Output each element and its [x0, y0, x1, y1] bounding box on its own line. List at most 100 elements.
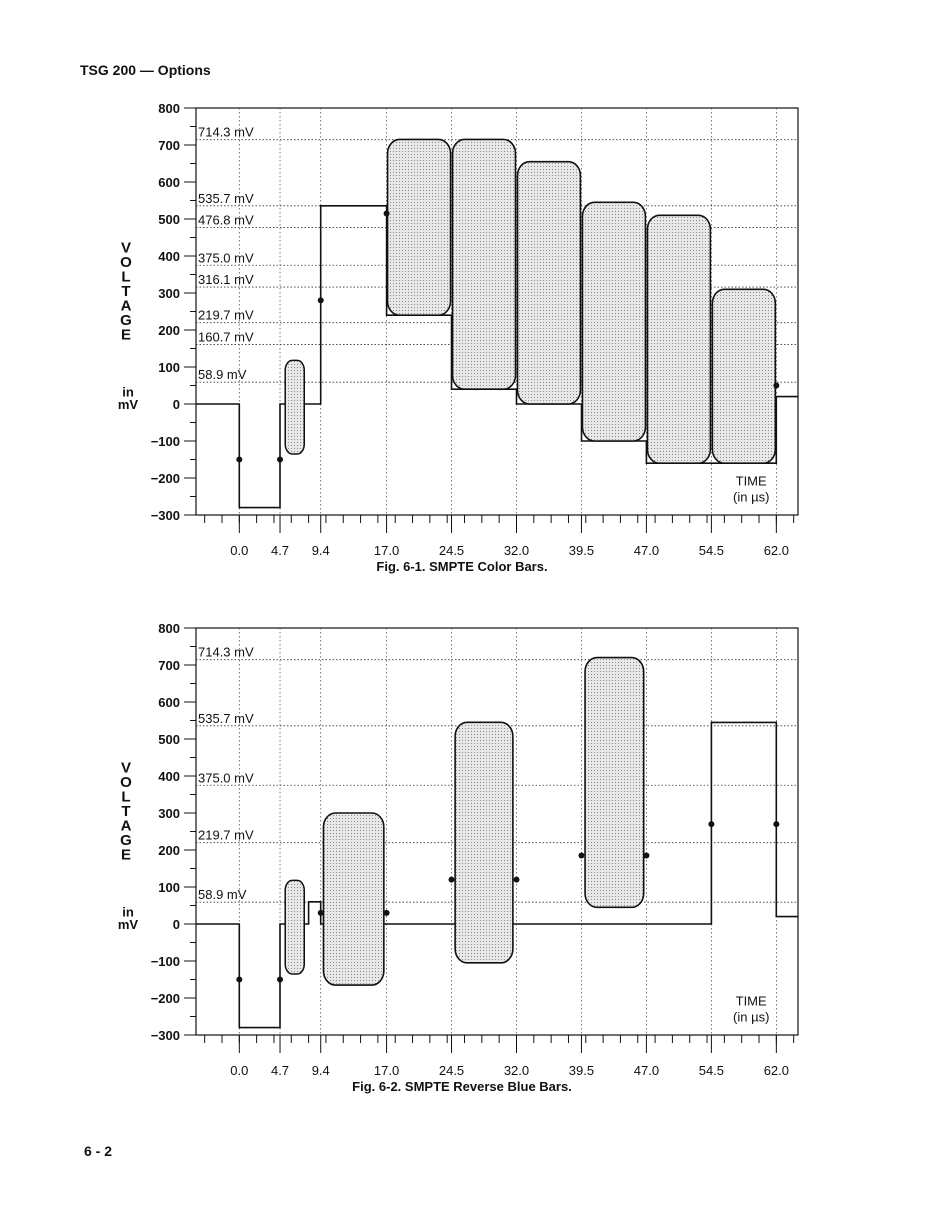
- reference-label: 535.7 mV: [198, 191, 254, 206]
- chroma-packet: [711, 288, 777, 464]
- x-tick-label: 54.5: [699, 1063, 724, 1078]
- time-unit-label: (in µs): [733, 489, 769, 504]
- y-tick-label: 800: [158, 101, 180, 116]
- reference-label: 160.7 mV: [198, 330, 254, 345]
- reference-label: 316.1 mV: [198, 272, 254, 287]
- y-tick-label: 300: [158, 806, 180, 821]
- y-tick-label: 0: [173, 397, 180, 412]
- chroma-packet: [322, 812, 385, 986]
- measure-point: [773, 821, 780, 828]
- y-tick-label: −300: [151, 508, 180, 523]
- measure-point: [277, 456, 284, 463]
- x-tick-label: 47.0: [634, 1063, 659, 1078]
- y-tick-label: 700: [158, 138, 180, 153]
- measure-point: [708, 821, 715, 828]
- x-tick-label: 54.5: [699, 543, 724, 558]
- page-header: TSG 200 — Options: [80, 62, 211, 78]
- y-axis-letter: G: [120, 832, 132, 849]
- x-tick-label: 9.4: [312, 1063, 330, 1078]
- measure-point: [513, 876, 520, 883]
- x-tick-label: 62.0: [764, 1063, 789, 1078]
- measure-point: [317, 297, 324, 304]
- y-tick-label: 300: [158, 286, 180, 301]
- y-tick-label: 100: [158, 880, 180, 895]
- y-tick-label: 0: [173, 917, 180, 932]
- page-number: 6 - 2: [84, 1143, 113, 1159]
- reference-label: 375.0 mV: [198, 250, 254, 265]
- y-tick-label: 800: [158, 621, 180, 636]
- measure-point: [236, 456, 243, 463]
- y-axis-letter: T: [121, 283, 130, 300]
- y-axis-letter: A: [121, 817, 132, 834]
- chroma-packet: [584, 656, 645, 909]
- reference-label: 476.8 mV: [198, 213, 254, 228]
- measure-point: [236, 976, 243, 983]
- reference-label: 714.3 mV: [198, 125, 254, 140]
- y-axis-letter: O: [120, 774, 132, 791]
- y-unit-mv: mV: [118, 397, 139, 412]
- chart-smpte-color-bars: 714.3 mV 535.7 mV 476.8 mV 375.0 mV 316.1 mV…: [118, 101, 799, 574]
- x-tick-label: 47.0: [634, 543, 659, 558]
- y-axis-letter: L: [121, 268, 130, 285]
- y-tick-label: −100: [151, 434, 180, 449]
- chroma-packet: [516, 160, 582, 405]
- y-unit-in: in: [122, 905, 134, 920]
- measure-point: [773, 382, 780, 389]
- x-tick-label: 39.5: [569, 543, 594, 558]
- measure-point: [383, 909, 390, 916]
- y-tick-label: 500: [158, 732, 180, 747]
- y-tick-label: 200: [158, 843, 180, 858]
- x-tick-label: 62.0: [764, 543, 789, 558]
- x-tick-label: 4.7: [271, 1063, 289, 1078]
- y-tick-label: −200: [151, 471, 180, 486]
- x-tick-label: 4.7: [271, 543, 289, 558]
- color-burst: [284, 879, 306, 975]
- measure-point: [383, 210, 390, 217]
- y-unit-in: in: [122, 385, 134, 400]
- x-tick-label: 0.0: [230, 543, 248, 558]
- y-tick-label: 600: [158, 175, 180, 190]
- y-tick-label: 400: [158, 249, 180, 264]
- y-tick-label: −200: [151, 991, 180, 1006]
- y-axis-letter: T: [121, 803, 130, 820]
- y-tick-label: 500: [158, 212, 180, 227]
- x-tick-label: 39.5: [569, 1063, 594, 1078]
- measure-point: [317, 909, 324, 916]
- chroma-packet: [451, 138, 517, 391]
- y-axis-letter: O: [120, 254, 132, 271]
- y-tick-label: −100: [151, 954, 180, 969]
- figure-caption: Fig. 6-2. SMPTE Reverse Blue Bars.: [352, 1079, 572, 1094]
- x-tick-label: 24.5: [439, 1063, 464, 1078]
- time-label: TIME: [736, 993, 767, 1008]
- y-axis-letter: V: [121, 759, 131, 776]
- y-axis-letter: G: [120, 312, 132, 329]
- y-unit-mv: mV: [118, 917, 139, 932]
- measure-point: [578, 852, 585, 859]
- reference-label: 58.9 mV: [198, 367, 247, 382]
- reference-label: 58.9 mV: [198, 887, 247, 902]
- x-tick-label: 24.5: [439, 543, 464, 558]
- reference-label: 219.7 mV: [198, 308, 254, 323]
- reference-label: 219.7 mV: [198, 828, 254, 843]
- y-axis-letter: L: [121, 788, 130, 805]
- x-tick-label: 17.0: [374, 543, 399, 558]
- measure-point: [643, 852, 650, 859]
- color-burst: [284, 359, 306, 455]
- x-tick-label: 9.4: [312, 543, 330, 558]
- y-axis-letter: V: [121, 239, 131, 256]
- luminance-waveform: [196, 721, 798, 1029]
- y-axis-letter: E: [121, 846, 131, 863]
- y-tick-label: −300: [151, 1028, 180, 1043]
- chroma-packet: [646, 214, 712, 464]
- y-tick-label: 200: [158, 323, 180, 338]
- x-tick-label: 17.0: [374, 1063, 399, 1078]
- measure-point: [277, 976, 284, 983]
- time-unit-label: (in µs): [733, 1009, 769, 1024]
- chroma-packet: [581, 201, 647, 442]
- chroma-packet: [454, 721, 514, 964]
- reference-label: 535.7 mV: [198, 711, 254, 726]
- x-tick-label: 0.0: [230, 1063, 248, 1078]
- reference-label: 375.0 mV: [198, 770, 254, 785]
- chroma-packet: [386, 138, 452, 317]
- y-axis-letter: A: [121, 297, 132, 314]
